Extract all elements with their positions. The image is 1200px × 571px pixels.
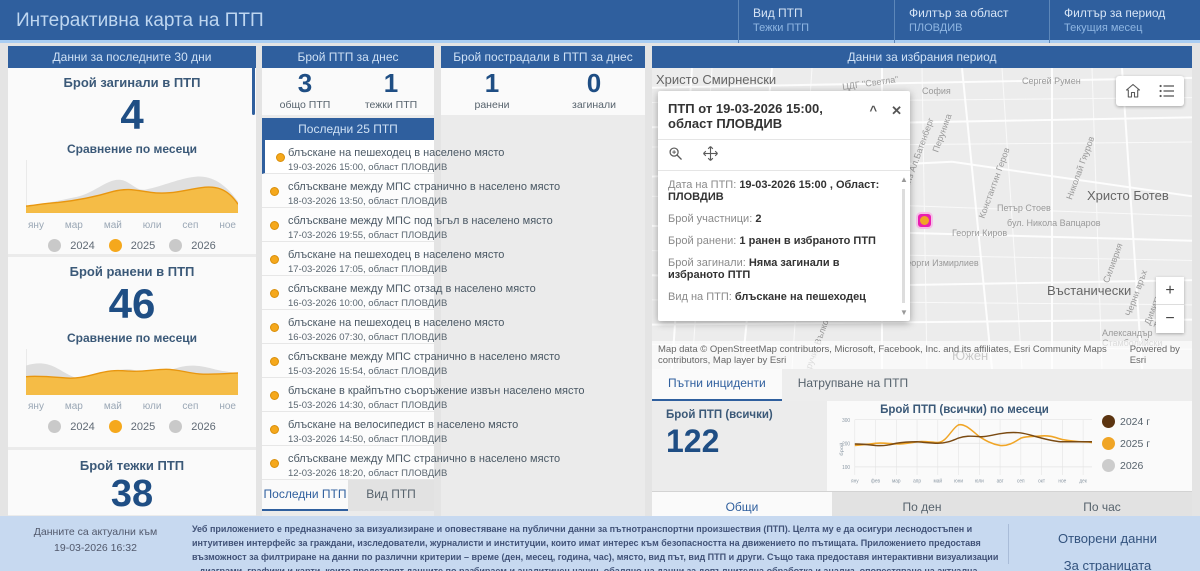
svg-text:авг: авг [997, 478, 1004, 485]
svg-text:окт: окт [1038, 478, 1045, 485]
svg-text:юни: юни [954, 478, 963, 485]
svg-text:май: май [934, 477, 943, 485]
svg-text:дек: дек [1079, 478, 1087, 485]
svg-text:мар: мар [892, 478, 901, 485]
svg-text:апр: апр [913, 478, 921, 485]
svg-text:ное: ное [1058, 478, 1066, 485]
svg-text:сеп: сеп [1017, 478, 1025, 485]
svg-text:юли: юли [975, 478, 984, 485]
svg-text:фев: фев [871, 478, 880, 485]
svg-text:брой: брой [838, 443, 844, 456]
svg-text:яну: яну [851, 478, 859, 485]
svg-text:300: 300 [842, 417, 850, 424]
svg-text:100: 100 [842, 465, 850, 472]
